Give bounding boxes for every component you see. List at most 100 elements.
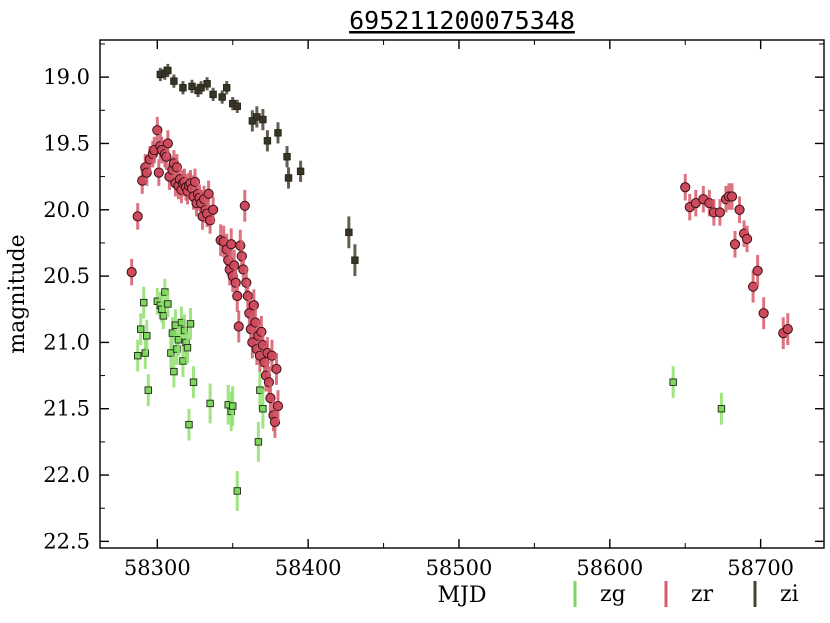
point-zr [272,400,284,412]
point-zi [351,256,359,264]
point-zi [345,228,353,237]
point-zi [296,167,305,176]
point-zr [242,290,253,302]
point-zg [159,312,168,320]
point-zi [170,77,178,85]
point-zg [717,405,726,413]
point-zg [167,349,175,357]
legend-label-zi: zi [780,582,799,607]
point-zi [222,84,231,92]
plot-frame [99,39,825,549]
point-zr [726,191,738,202]
point-zi [164,66,172,75]
y-tick-label: 21.5 [43,397,90,421]
x-tick-label: 58500 [426,556,493,580]
point-zg [229,402,237,410]
point-zg [206,399,214,408]
point-zr [241,277,252,288]
point-zg [180,326,189,335]
point-zr [263,377,275,388]
point-zr [161,151,172,162]
point-zr [741,233,753,245]
y-tick-label: 19.0 [43,65,90,89]
point-zg [173,345,181,353]
series-zi [156,63,359,277]
y-tick-label: 20.0 [43,198,90,222]
point-zr [271,363,282,375]
point-zg [143,332,151,340]
y-tick-label: 20.5 [43,264,90,288]
point-zr [729,239,741,250]
y-axis: 19.0 19.5 20.0 20.5 21.0 21.5 22.0 22.5 [43,43,824,553]
point-zr [226,239,237,250]
chart-title: 695211200075348 [349,6,575,35]
y-axis-label: magnitude [5,234,30,353]
x-tick-label: 58600 [576,556,643,580]
y-tick-label: 22.0 [43,463,90,487]
point-zg [140,298,148,307]
point-zg [141,349,149,357]
y-tick-label: 22.5 [43,529,90,553]
y-tick-label: 19.5 [43,131,90,155]
point-zi [259,115,267,124]
point-zg [137,325,145,333]
point-zr [236,251,247,262]
data-layer [126,63,793,511]
point-zi [233,102,241,111]
point-zi [203,80,211,88]
point-zi [284,174,293,182]
point-zr [132,211,143,222]
point-zi [218,93,226,101]
legend-label-zg: zg [600,582,626,607]
point-zg [189,378,198,386]
point-zr [126,267,137,278]
point-zi [179,84,187,92]
y-tick-label: 21.0 [43,330,90,354]
point-zg [185,420,193,429]
point-zg [170,367,178,376]
x-axis: 58300 58400 58500 58600 58700 [124,40,794,580]
point-zr [229,260,240,271]
point-zi [283,153,291,161]
point-zr [162,138,173,149]
point-zr [235,240,246,251]
point-zr [256,326,267,337]
legend: zg zr zi [573,581,799,607]
point-zi [197,84,205,92]
point-zr [782,324,793,335]
point-zi [274,129,282,137]
point-zr [752,265,763,276]
legend-label-zr: zr [691,582,714,607]
point-zr [734,204,745,215]
series-zr [126,116,793,438]
point-zg [174,336,183,344]
series-zg [134,278,726,511]
point-zg [144,386,152,394]
point-zr [232,290,243,302]
point-zg [186,320,195,328]
point-zr [680,182,691,193]
point-zg [183,344,192,352]
point-zr [233,321,244,332]
x-tick-label: 58300 [124,556,191,580]
point-zr [153,167,164,178]
point-zg [669,378,677,386]
point-zr [230,277,241,288]
x-axis-label: MJD [438,583,487,608]
point-zr [208,204,219,215]
point-zi [263,137,272,145]
point-zi [209,90,217,99]
point-zg [164,300,172,308]
point-zr [714,207,726,218]
point-zr [239,200,250,211]
point-zr [203,188,214,199]
point-zg [233,487,241,495]
point-zg [134,351,142,360]
point-zr [152,125,163,136]
point-zi [253,113,261,121]
point-zr [758,308,769,319]
point-zg [179,357,187,365]
point-zr [248,300,259,311]
point-zg [254,438,263,446]
